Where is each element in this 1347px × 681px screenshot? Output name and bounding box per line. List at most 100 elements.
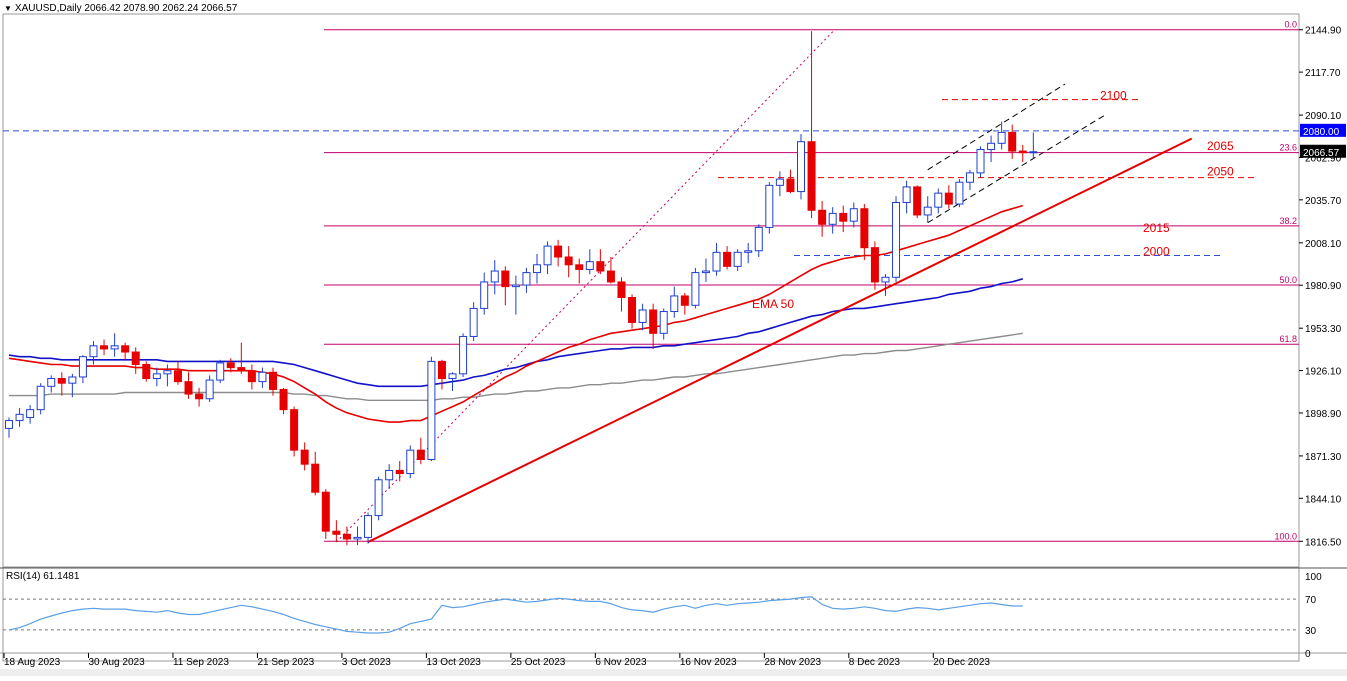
price-axis-badge bbox=[1300, 144, 1346, 158]
candle-body bbox=[628, 297, 637, 323]
date-tick-label: 18 Aug 2023 bbox=[4, 657, 61, 668]
candle-body bbox=[765, 184, 774, 228]
candle-body bbox=[944, 192, 953, 205]
chevron-down-icon[interactable]: ▼ bbox=[4, 4, 12, 13]
fib-diagonal-line bbox=[336, 29, 836, 543]
price-axis-badge-label: 2080.00 bbox=[1303, 127, 1340, 138]
rsi-tick-label: 70 bbox=[1305, 595, 1317, 606]
candle-body bbox=[554, 245, 563, 258]
candle-body bbox=[638, 309, 647, 323]
candle-body bbox=[311, 463, 320, 493]
candle-body bbox=[364, 515, 373, 538]
channel-lower-line bbox=[927, 113, 1108, 224]
candle-body bbox=[1029, 151, 1038, 154]
price-tick-label: 2008.10 bbox=[1305, 239, 1342, 250]
candle-body bbox=[247, 370, 256, 383]
candle-body bbox=[469, 307, 478, 337]
candle-body bbox=[955, 181, 964, 205]
candle-body bbox=[670, 295, 679, 313]
candle-body bbox=[152, 373, 161, 380]
bottom-scroll-strip[interactable] bbox=[0, 669, 1347, 676]
candle-body bbox=[934, 192, 943, 208]
date-tick-label: 6 Nov 2023 bbox=[595, 657, 647, 668]
price-tick-label: 2117.70 bbox=[1305, 68, 1341, 79]
candle-body bbox=[26, 409, 35, 418]
date-tick-label: 11 Sep 2023 bbox=[173, 657, 229, 668]
candle-body bbox=[754, 226, 763, 252]
price-tick-label: 2035.70 bbox=[1305, 196, 1342, 207]
candle-body bbox=[596, 261, 605, 272]
candle-body bbox=[184, 381, 193, 395]
candle-body bbox=[723, 251, 732, 267]
candle-body bbox=[110, 345, 119, 350]
date-tick-label: 3 Oct 2023 bbox=[342, 657, 391, 668]
candle-body bbox=[353, 536, 362, 540]
candle-body bbox=[564, 256, 573, 266]
candle-body bbox=[195, 393, 204, 400]
candle-body bbox=[786, 178, 795, 193]
candle-body bbox=[47, 378, 56, 387]
candle-body bbox=[374, 479, 383, 517]
candle-body bbox=[511, 284, 520, 288]
candle-body bbox=[290, 409, 299, 451]
fib-level-label: 23.6 bbox=[1279, 143, 1297, 153]
candle-body bbox=[300, 449, 309, 465]
price-pane-frame bbox=[2, 13, 1300, 568]
price-axis-badge-label: 2066.57 bbox=[1303, 148, 1340, 159]
candle-body bbox=[279, 388, 288, 411]
fib-level-label: 100.0 bbox=[1274, 531, 1297, 541]
price-tick-label: 2062.90 bbox=[1305, 153, 1342, 164]
fib-level-label: 38.2 bbox=[1279, 216, 1297, 226]
fib-level-label: 61.8 bbox=[1279, 334, 1297, 344]
candle-body bbox=[427, 360, 436, 461]
candle-body bbox=[385, 469, 394, 481]
candle-body bbox=[818, 209, 827, 225]
candle-body bbox=[5, 420, 13, 429]
date-tick-label: 21 Sep 2023 bbox=[257, 657, 314, 668]
price-tick-label: 1926.10 bbox=[1305, 367, 1342, 378]
candle-body bbox=[226, 362, 235, 369]
candle-body bbox=[606, 270, 615, 283]
candle-body bbox=[828, 212, 837, 225]
chart-annotation: 2050 bbox=[1207, 165, 1234, 179]
chart-title: ▼ XAUUSD,Daily 2066.42 2078.90 2062.24 20… bbox=[4, 3, 237, 14]
candle-body bbox=[860, 208, 869, 249]
candle-body bbox=[163, 370, 172, 375]
candle-body bbox=[205, 379, 214, 400]
rsi-tick-label: 100 bbox=[1305, 572, 1322, 583]
candle-body bbox=[870, 247, 879, 283]
candle-body bbox=[78, 356, 87, 378]
price-tick-label: 1844.10 bbox=[1305, 494, 1342, 505]
date-tick-label: 8 Dec 2023 bbox=[849, 657, 901, 668]
candle-body bbox=[892, 201, 901, 278]
candle-body bbox=[585, 261, 594, 270]
candle-body bbox=[691, 272, 700, 306]
candle-body bbox=[459, 335, 468, 375]
candle-body bbox=[237, 367, 246, 372]
candle-body bbox=[649, 309, 658, 334]
candle-body bbox=[406, 449, 415, 475]
candle-body bbox=[100, 345, 109, 350]
date-tick-label: 30 Aug 2023 bbox=[88, 657, 145, 668]
date-tick-label: 16 Nov 2023 bbox=[680, 657, 737, 668]
candle-body bbox=[997, 131, 1006, 144]
price-tick-label: 2144.90 bbox=[1305, 26, 1342, 37]
fib-level-label: 0.0 bbox=[1284, 20, 1297, 30]
chart-annotation: 2065 bbox=[1207, 139, 1234, 153]
candle-body bbox=[965, 172, 974, 183]
candle-body bbox=[976, 149, 985, 174]
rsi-label: RSI(14) 61.1481 bbox=[6, 571, 80, 582]
price-tick-label: 1898.90 bbox=[1305, 409, 1342, 420]
candle-body bbox=[448, 373, 457, 380]
candle-body bbox=[1018, 150, 1027, 154]
chart-annotation: 2015 bbox=[1143, 221, 1170, 235]
candle-body bbox=[437, 360, 446, 380]
price-tick-label: 1816.50 bbox=[1305, 537, 1342, 548]
rsi-tick-label: 30 bbox=[1305, 626, 1317, 637]
candle-body bbox=[839, 212, 848, 222]
candle-body bbox=[923, 206, 932, 216]
candle-body bbox=[332, 530, 341, 535]
price-tick-label: 2090.10 bbox=[1305, 111, 1342, 122]
